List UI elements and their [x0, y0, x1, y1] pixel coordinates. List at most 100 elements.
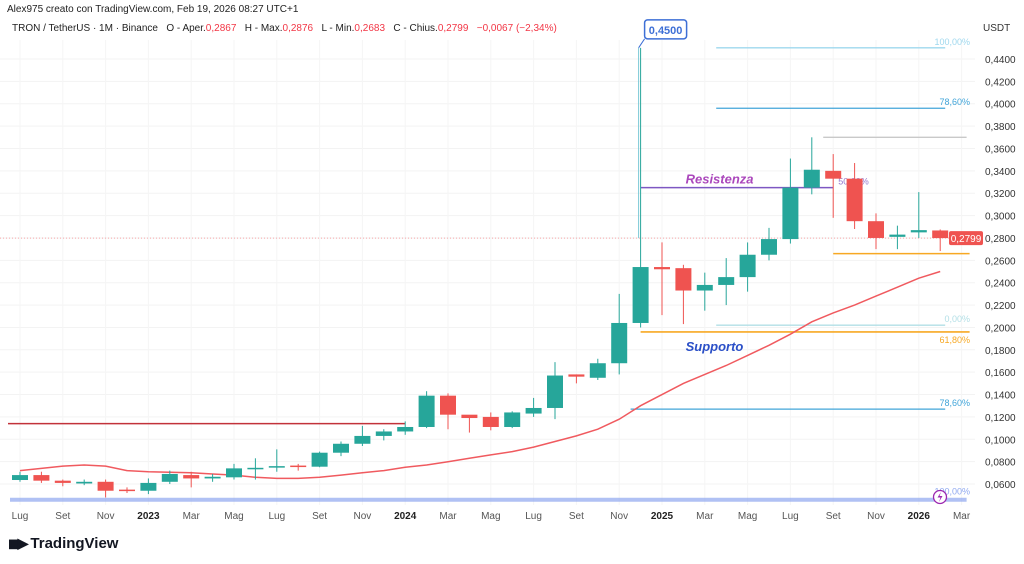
low-value: 0,2683 — [354, 23, 386, 34]
y-tick-label: 0,1800 — [985, 346, 1016, 357]
candle-body — [12, 475, 28, 481]
candle-body — [311, 452, 328, 467]
tradingview-logo-icon: ◼▶ — [8, 535, 28, 551]
candle — [354, 425, 371, 447]
fib-level-label: 78,60% — [939, 97, 970, 107]
y-tick-label: 0,0600 — [985, 480, 1016, 491]
lightning-icon-bolt — [937, 492, 943, 502]
candle — [397, 421, 414, 435]
candle-body — [333, 443, 349, 453]
candle — [33, 471, 50, 483]
fib-level-label: 0,00% — [944, 314, 970, 324]
candle-body — [54, 480, 71, 483]
candle-body — [183, 475, 200, 479]
candle-body — [611, 322, 628, 364]
y-tick-label: 0,4000 — [985, 100, 1016, 111]
candle — [461, 414, 478, 433]
candle — [204, 473, 221, 482]
candle — [932, 229, 949, 252]
x-tick-label: Mar — [439, 511, 457, 522]
candle — [12, 471, 28, 482]
y-tick-label: 0,1600 — [985, 368, 1016, 379]
x-tick-label: 2024 — [394, 511, 417, 522]
candle-body — [482, 416, 499, 427]
candle — [803, 137, 820, 195]
candle-body — [910, 230, 927, 233]
y-tick-label: 0,3200 — [985, 189, 1016, 200]
x-tick-label: Set — [826, 511, 841, 522]
close-label: C - Chius. — [393, 23, 438, 34]
candle-body — [632, 267, 649, 323]
candle-body — [696, 284, 713, 291]
fib-level-label: 78,60% — [939, 398, 970, 408]
open-label: O - Aper. — [166, 23, 206, 34]
last-price-tag — [949, 231, 983, 246]
candle-body — [76, 481, 93, 484]
candle-body — [825, 170, 842, 179]
x-tick-label: Lug — [268, 511, 285, 522]
candle — [226, 463, 242, 480]
candle — [268, 449, 285, 472]
candle — [589, 358, 606, 381]
x-tick-label: Mar — [183, 511, 201, 522]
x-tick-label: Nov — [354, 511, 372, 522]
y-tick-label: 0,3800 — [985, 122, 1016, 133]
x-tick-label: Nov — [867, 511, 885, 522]
candle — [140, 478, 157, 495]
candle — [375, 429, 392, 441]
candle — [333, 441, 349, 457]
candle-body — [568, 374, 585, 377]
logo-text: TradingView — [30, 535, 119, 552]
lightning-icon[interactable] — [932, 489, 948, 505]
candle-body — [932, 230, 949, 239]
y-tick-label: 0,1000 — [985, 435, 1016, 446]
candle-body — [397, 426, 414, 432]
candle-body — [375, 431, 392, 436]
price-chart[interactable]: 0,4400 0,4200 0,4000 0,3800 0,3600 0,3400 0,32… — [0, 0, 1024, 530]
candle-body — [718, 277, 735, 285]
currency-label: USDT — [983, 23, 1011, 34]
candle-body — [204, 476, 221, 479]
callout-pointer — [638, 38, 646, 49]
y-tick-label: 0,1400 — [985, 391, 1016, 402]
tradingview-logo[interactable]: ◼▶ TradingView — [8, 535, 118, 552]
level-label-resistenza: Resistenza — [686, 172, 754, 187]
candle — [482, 412, 499, 431]
candle — [889, 225, 906, 250]
change-value: −0,0067 (−2,34%) — [476, 23, 557, 34]
candle-body — [461, 414, 478, 419]
x-tick-label: Mar — [696, 511, 714, 522]
low-label: L - Min. — [321, 23, 355, 34]
x-tick-label: Nov — [610, 511, 628, 522]
x-tick-label: Set — [312, 511, 327, 522]
candle-body — [119, 489, 135, 492]
fib-level-label: 61,80% — [939, 335, 970, 345]
candle — [161, 470, 178, 485]
candle — [76, 479, 93, 486]
symbol-name[interactable]: TRON / TetherUS · 1M · Binance — [12, 23, 158, 34]
peak-callout-box — [643, 19, 688, 40]
candle-body — [761, 239, 777, 255]
candle — [440, 393, 456, 430]
level-label-supporto: Supporto — [686, 339, 744, 354]
candle — [632, 47, 649, 328]
x-tick-label: Mag — [224, 511, 243, 522]
y-tick-label: 0,2000 — [985, 323, 1016, 334]
candle — [868, 213, 884, 250]
candle — [568, 374, 585, 384]
x-tick-label: Lug — [782, 511, 799, 522]
fib-level-label: 100,00% — [934, 487, 970, 497]
candle-body — [525, 407, 542, 414]
candle-body — [33, 475, 50, 481]
candle — [247, 458, 264, 480]
y-tick-label: 0,4400 — [985, 55, 1016, 66]
chart-credit: Alex975 creato con TradingView.com, Feb … — [7, 4, 299, 15]
candle — [739, 242, 756, 292]
candle — [782, 158, 799, 244]
x-tick-label: Lug — [12, 511, 29, 522]
symbol-legend: TRON / TetherUS · 1M · Binance O - Aper.… — [12, 23, 557, 34]
y-tick-label: 0,0800 — [985, 458, 1016, 469]
candle — [504, 411, 521, 429]
candle — [547, 362, 563, 420]
x-tick-label: Mar — [953, 511, 971, 522]
